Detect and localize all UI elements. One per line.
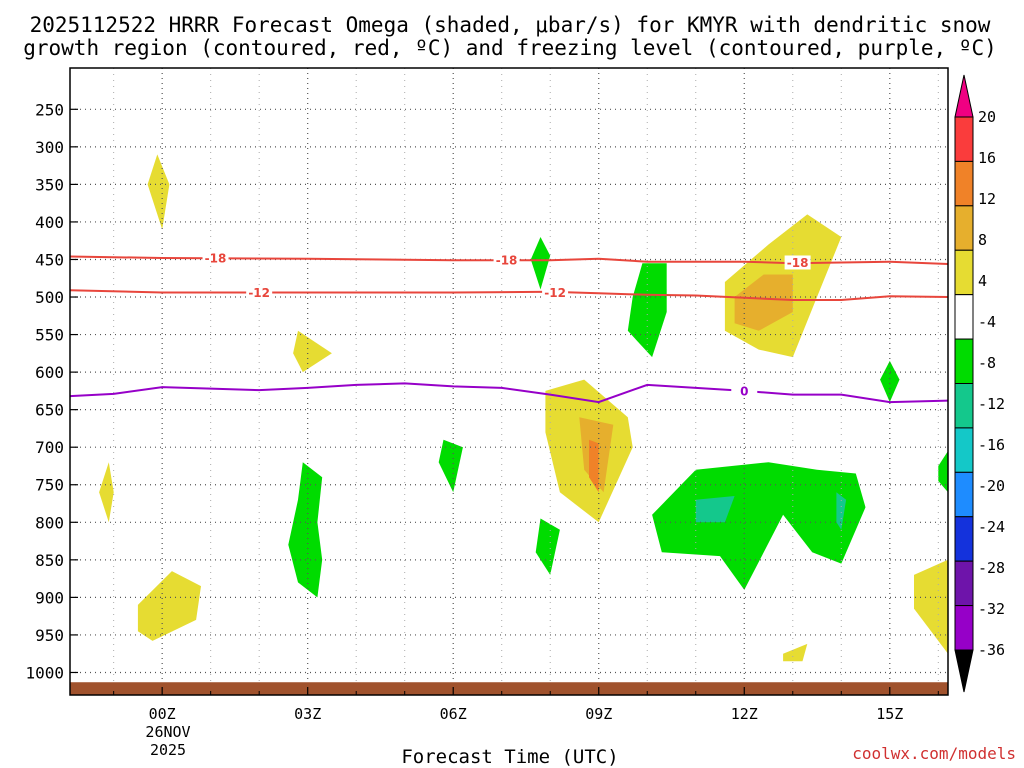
y-tick-label: 550	[35, 326, 64, 345]
omega-region-10	[783, 643, 808, 662]
colorbar-bottom-arrow	[954, 649, 974, 693]
x-axis-ticks: 00Z 03Z 06Z 09Z 12Z 15Z	[113, 687, 939, 723]
plot-frame	[69, 67, 949, 696]
x-tick-label: 06Z	[440, 705, 467, 723]
x-tick-label: 15Z	[876, 705, 903, 723]
y-tick-label: 350	[35, 175, 64, 194]
colorbar-swatch	[954, 560, 974, 607]
credit-text: coolwx.com/models	[852, 744, 1016, 763]
colorbar-label: -32	[978, 600, 1005, 618]
y-tick-label: 700	[35, 438, 64, 457]
colorbar-label: -12	[978, 395, 1005, 413]
contour-label: -12	[248, 286, 270, 300]
omega-region-19	[836, 492, 847, 530]
colorbar-swatch	[954, 605, 974, 651]
y-tick-label: 600	[35, 363, 64, 382]
date-label-year: 2025	[150, 741, 186, 759]
omega-region-18	[695, 496, 735, 523]
y-tick-label: 900	[35, 588, 64, 607]
colorbar: 20 16 12 8 4 -4 -8 -12 -16 -20 -24 -28 -32 -36	[954, 74, 1005, 693]
colorbar-label: -8	[978, 354, 996, 372]
colorbar-swatch	[954, 383, 974, 429]
colorbar-label: -24	[978, 518, 1005, 536]
contour-label: -12	[544, 286, 566, 300]
y-tick-label: 800	[35, 513, 64, 532]
omega-region-17	[652, 462, 866, 590]
omega-region-14	[288, 462, 323, 598]
x-tick-label: 12Z	[731, 705, 758, 723]
chart-title-line-1: 2025112522 HRRR Forecast Omega (shaded, …	[30, 13, 991, 37]
omega-region-11	[530, 237, 551, 290]
date-label-day: 26NOV	[145, 723, 190, 741]
y-tick-label: 750	[35, 476, 64, 495]
omega-region-16	[535, 518, 560, 575]
contour-label: -18	[496, 254, 518, 268]
colorbar-top-arrow	[954, 74, 974, 118]
omega-region-8	[589, 439, 599, 493]
x-axis-label: Forecast Time (UTC)	[401, 746, 618, 768]
colorbar-label: 4	[978, 272, 987, 290]
omega-region-20	[938, 451, 948, 493]
x-tick-label: 00Z	[149, 705, 176, 723]
y-tick-label: 300	[35, 138, 64, 157]
plot-background	[70, 68, 948, 695]
contour-label-bg	[731, 383, 758, 398]
y-tick-label: 250	[35, 100, 64, 119]
colorbar-label: -16	[978, 436, 1005, 454]
colorbar-label: -4	[978, 313, 996, 331]
colorbar-label: -36	[978, 641, 1005, 659]
contour-label: 0	[740, 384, 748, 398]
contour-label-bg	[246, 285, 273, 300]
omega-region-0	[147, 154, 170, 230]
colorbar-label: -20	[978, 477, 1005, 495]
omega-region-13	[880, 360, 900, 403]
contour-label-bg	[493, 253, 520, 268]
colorbar-label: 16	[978, 149, 996, 167]
plot-area: -18 -18 -18 -12 -12 0	[69, 67, 949, 696]
contour-label-bg	[542, 285, 569, 300]
colorbar-swatch	[954, 471, 974, 518]
x-tick-label: 03Z	[294, 705, 321, 723]
colorbar-label: 8	[978, 231, 987, 249]
colorbar-swatch	[954, 160, 974, 207]
y-tick-label: 850	[35, 551, 64, 570]
y-tick-label: 1000	[25, 663, 64, 682]
colorbar-swatch	[954, 516, 974, 562]
colorbar-label: 20	[978, 108, 996, 126]
omega-region-3	[137, 571, 201, 641]
omega-region-9	[914, 559, 948, 654]
colorbar-swatch	[954, 249, 974, 296]
colorbar-swatch	[954, 116, 974, 162]
contour-line--12	[69, 289, 949, 301]
y-tick-label: 450	[35, 250, 64, 269]
contour-label: -18	[787, 256, 809, 270]
chart-title-line-2: growth region (contoured, red, ºC) and f…	[23, 36, 997, 60]
omega-region-5	[734, 274, 793, 331]
contour-label: -18	[205, 251, 227, 265]
omega-region-2	[99, 462, 114, 523]
contour-line-0	[69, 382, 949, 404]
colorbar-swatch	[954, 294, 974, 340]
y-tick-label: 400	[35, 213, 64, 232]
colorbar-label: -28	[978, 559, 1005, 577]
terrain-band	[70, 682, 948, 695]
colorbar-swatch	[954, 338, 974, 385]
y-axis-ticks: 250 300 350 400 450 500 550 600 650 700 750 800 850 9…	[25, 100, 78, 682]
y-tick-label: 500	[35, 288, 64, 307]
contour-label-bg	[784, 255, 811, 270]
omega-region-1	[293, 330, 332, 373]
colorbar-label: 12	[978, 190, 996, 208]
colorbar-swatch	[954, 427, 974, 473]
contour-label-bg	[202, 250, 229, 265]
contour-line--18	[69, 255, 949, 265]
colorbar-swatch	[954, 205, 974, 251]
omega-region-15	[438, 439, 463, 493]
x-tick-label: 09Z	[585, 705, 612, 723]
y-tick-label: 950	[35, 626, 64, 645]
y-tick-label: 650	[35, 401, 64, 420]
omega-region-12	[627, 263, 667, 358]
